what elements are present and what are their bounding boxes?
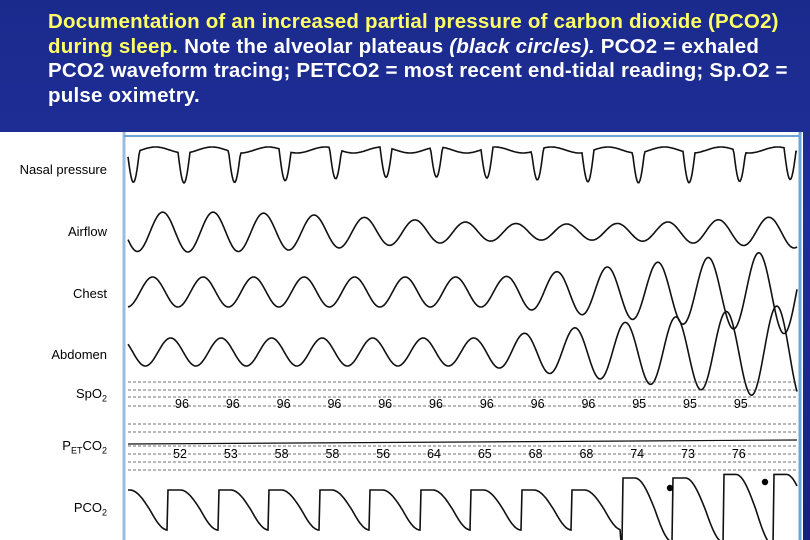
nasal-pressure-trace [127, 146, 798, 185]
spo2-value: 95 [734, 397, 748, 411]
caption-title: Documentation of an increased partial pr… [48, 10, 779, 58]
label-airflow: Airflow [67, 224, 107, 239]
spo2-value: 96 [175, 397, 189, 411]
slide-caption: Documentation of an increased partial pr… [48, 10, 798, 108]
petco2-value: 68 [579, 447, 593, 461]
petco2-value: 73 [681, 447, 695, 461]
petco2-value: 58 [275, 447, 289, 461]
petco2-value: 68 [529, 447, 543, 461]
caption-legend: PCO2 = exhaled PCO2 waveform tracing; PE… [48, 34, 788, 107]
petco2-value: 56 [376, 447, 390, 461]
petco2-value: 74 [630, 447, 644, 461]
alveolar-plateau-marker [666, 484, 674, 492]
spo2-value: 96 [378, 397, 392, 411]
label-pco2: PCO2 [73, 500, 107, 518]
spo2-value: 96 [581, 397, 595, 411]
spo2-value: 96 [429, 397, 443, 411]
petco2-value: 65 [478, 447, 492, 461]
petco2-value: 53 [224, 447, 238, 461]
label-spo2: SpO2 [75, 386, 107, 404]
spo2-value: 96 [277, 397, 291, 411]
spo2-value: 95 [632, 397, 646, 411]
alveolar-plateau-marker [761, 478, 769, 486]
petco2-value: 64 [427, 447, 441, 461]
pco2-trace [128, 473, 798, 540]
spo2-value: 95 [683, 397, 697, 411]
spo2-value: 96 [531, 397, 545, 411]
caption-note-italic: (black circles). [449, 34, 595, 58]
caption-note: Note the alveolar plateaus [178, 34, 450, 58]
petco2-value: 76 [732, 447, 746, 461]
label-abdomen: Abdomen [51, 347, 107, 362]
spo2-value: 96 [480, 397, 494, 411]
petco2-value: 58 [325, 447, 339, 461]
trace-area: 96 96 96 96 96 96 96 96 96 95 95 95 52 53 58 58 56 64 65 68… [122, 132, 802, 540]
chest-trace [127, 251, 798, 335]
polysomnography-panel: Nasal pressure Airflow Chest Abdomen SpO… [0, 132, 803, 540]
spo2-value: 96 [226, 397, 240, 411]
label-petco2: PETCO2 [62, 438, 107, 456]
spo2-value: 96 [327, 397, 341, 411]
airflow-trace [127, 211, 798, 253]
petco2-value: 52 [173, 447, 187, 461]
abdomen-trace [127, 305, 798, 397]
petco2-baseline [127, 439, 798, 445]
label-nasal-pressure: Nasal pressure [19, 162, 107, 177]
label-chest: Chest [73, 286, 107, 301]
